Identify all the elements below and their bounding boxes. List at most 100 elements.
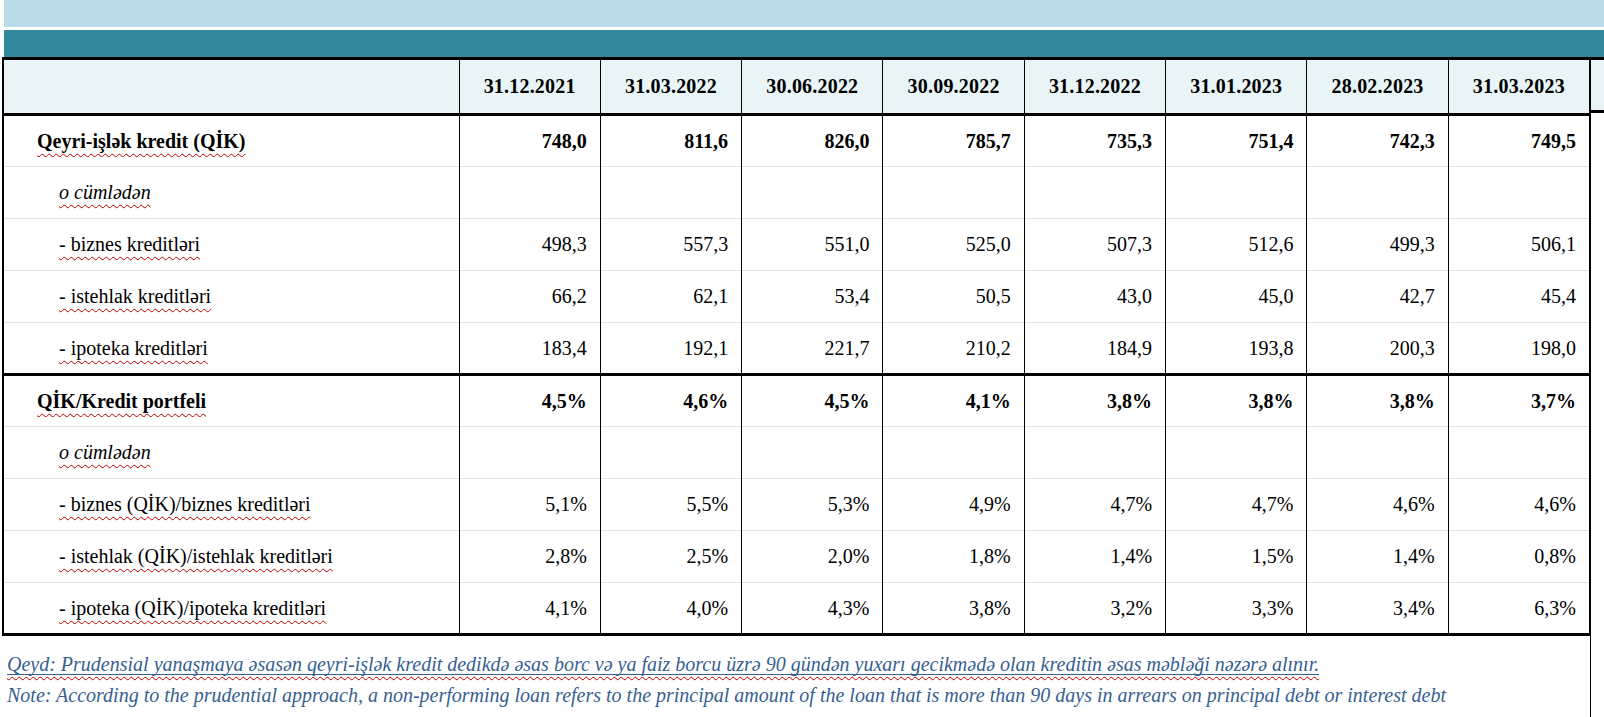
row-value [1166, 167, 1307, 219]
row-label: Qeyri-işlək kredit (QİK) [3, 115, 459, 167]
row-label: - istehlak (QİK)/istehlak kreditləri [3, 531, 459, 583]
table-row: - istehlak kreditləri66,262,153,450,543,… [3, 271, 1590, 323]
row-value: 748,0 [459, 115, 600, 167]
row-value: 785,7 [883, 115, 1024, 167]
note-azerbaijani: Qeyd: Prudensial yanaşmaya əsasən qeyri-… [7, 649, 1587, 680]
header-date: 31.12.2022 [1024, 59, 1165, 115]
note-english-text: Note: According to the prudential approa… [7, 684, 1446, 706]
row-label-text: - istehlak (QİK)/istehlak kreditləri [59, 545, 333, 567]
right-edge-partial-column [1590, 57, 1604, 717]
row-value: 50,5 [883, 271, 1024, 323]
table-row: QİK/Kredit portfeli4,5%4,6%4,5%4,1%3,8%3… [3, 375, 1590, 427]
table-body: Qeyri-işlək kredit (QİK)748,0811,6826,07… [3, 115, 1590, 635]
row-value: 62,1 [600, 271, 741, 323]
table-row: - ipoteka (QİK)/ipoteka kreditləri4,1%4,… [3, 583, 1590, 635]
row-label: - istehlak kreditləri [3, 271, 459, 323]
row-value: 5,1% [459, 479, 600, 531]
table-header-row: 31.12.2021 31.03.2022 30.06.2022 30.09.2… [3, 59, 1590, 115]
row-value: 826,0 [742, 115, 883, 167]
row-value: 0,8% [1448, 531, 1589, 583]
row-value: 506,1 [1448, 219, 1589, 271]
row-value [883, 427, 1024, 479]
row-value: 512,6 [1166, 219, 1307, 271]
row-value [742, 427, 883, 479]
row-value: 3,8% [883, 583, 1024, 635]
right-edge-header-cell [1591, 60, 1604, 113]
row-value: 4,1% [883, 375, 1024, 427]
row-value: 5,5% [600, 479, 741, 531]
row-value: 1,4% [1307, 531, 1448, 583]
note-azerbaijani-text: Qeyd: Prudensial yanaşmaya əsasən qeyri-… [7, 653, 1319, 675]
row-value: 184,9 [1024, 323, 1165, 375]
row-value [1307, 167, 1448, 219]
header-date: 31.03.2022 [600, 59, 741, 115]
table-header: 31.12.2021 31.03.2022 30.06.2022 30.09.2… [3, 59, 1590, 115]
row-value: 1,4% [1024, 531, 1165, 583]
row-value: 4,5% [459, 375, 600, 427]
row-label-text: Qeyri-işlək kredit (QİK) [37, 130, 246, 152]
row-value [1024, 167, 1165, 219]
row-value: 498,3 [459, 219, 600, 271]
row-label-text: - biznes kreditləri [59, 233, 200, 255]
row-value [600, 167, 741, 219]
row-value: 551,0 [742, 219, 883, 271]
row-value [1166, 427, 1307, 479]
row-value [742, 167, 883, 219]
row-value: 53,4 [742, 271, 883, 323]
header-empty-cell [3, 59, 459, 115]
row-value [1448, 427, 1589, 479]
row-label: - ipoteka kreditləri [3, 323, 459, 375]
top-light-band [4, 0, 1604, 27]
row-value: 4,7% [1024, 479, 1165, 531]
row-value: 2,5% [600, 531, 741, 583]
table-row: o cümlədən [3, 427, 1590, 479]
row-label-text: - biznes (QİK)/biznes kreditləri [59, 493, 311, 515]
row-value: 4,6% [600, 375, 741, 427]
row-label-text: - ipoteka (QİK)/ipoteka kreditləri [59, 597, 326, 619]
row-label-text: - istehlak kreditləri [59, 285, 211, 307]
row-value: 4,0% [600, 583, 741, 635]
table-row: - biznes kreditləri498,3557,3551,0525,05… [3, 219, 1590, 271]
note-english: Note: According to the prudential approa… [7, 680, 1587, 711]
row-value: 1,5% [1166, 531, 1307, 583]
row-value: 4,9% [883, 479, 1024, 531]
row-value: 735,3 [1024, 115, 1165, 167]
row-value: 193,8 [1166, 323, 1307, 375]
row-value [600, 427, 741, 479]
row-value: 3,8% [1166, 375, 1307, 427]
title-teal-band [4, 30, 1604, 57]
row-value [1024, 427, 1165, 479]
row-value: 4,6% [1307, 479, 1448, 531]
row-value: 557,3 [600, 219, 741, 271]
table-row: - ipoteka kreditləri183,4192,1221,7210,2… [3, 323, 1590, 375]
header-date: 31.01.2023 [1166, 59, 1307, 115]
row-value: 751,4 [1166, 115, 1307, 167]
row-value [1307, 427, 1448, 479]
row-value: 45,4 [1448, 271, 1589, 323]
row-value: 200,3 [1307, 323, 1448, 375]
row-value [883, 167, 1024, 219]
row-value: 5,3% [742, 479, 883, 531]
header-date: 31.12.2021 [459, 59, 600, 115]
header-date: 30.09.2022 [883, 59, 1024, 115]
row-value: 4,3% [742, 583, 883, 635]
row-value: 198,0 [1448, 323, 1589, 375]
row-label: - biznes kreditləri [3, 219, 459, 271]
row-label: QİK/Kredit portfeli [3, 375, 459, 427]
row-label: - ipoteka (QİK)/ipoteka kreditləri [3, 583, 459, 635]
row-value: 42,7 [1307, 271, 1448, 323]
row-value: 183,4 [459, 323, 600, 375]
row-value: 66,2 [459, 271, 600, 323]
row-value: 45,0 [1166, 271, 1307, 323]
row-value [459, 167, 600, 219]
row-value: 221,7 [742, 323, 883, 375]
header-date: 30.06.2022 [742, 59, 883, 115]
row-value: 2,0% [742, 531, 883, 583]
footnotes: Qeyd: Prudensial yanaşmaya əsasən qeyri-… [7, 649, 1587, 711]
row-value: 3,8% [1024, 375, 1165, 427]
row-value: 3,7% [1448, 375, 1589, 427]
row-label: o cümlədən [3, 427, 459, 479]
row-label: - biznes (QİK)/biznes kreditləri [3, 479, 459, 531]
table-row: - biznes (QİK)/biznes kreditləri 5,1%5,5%… [3, 479, 1590, 531]
document-page: 31.12.2021 31.03.2022 30.06.2022 30.09.2… [0, 0, 1604, 717]
